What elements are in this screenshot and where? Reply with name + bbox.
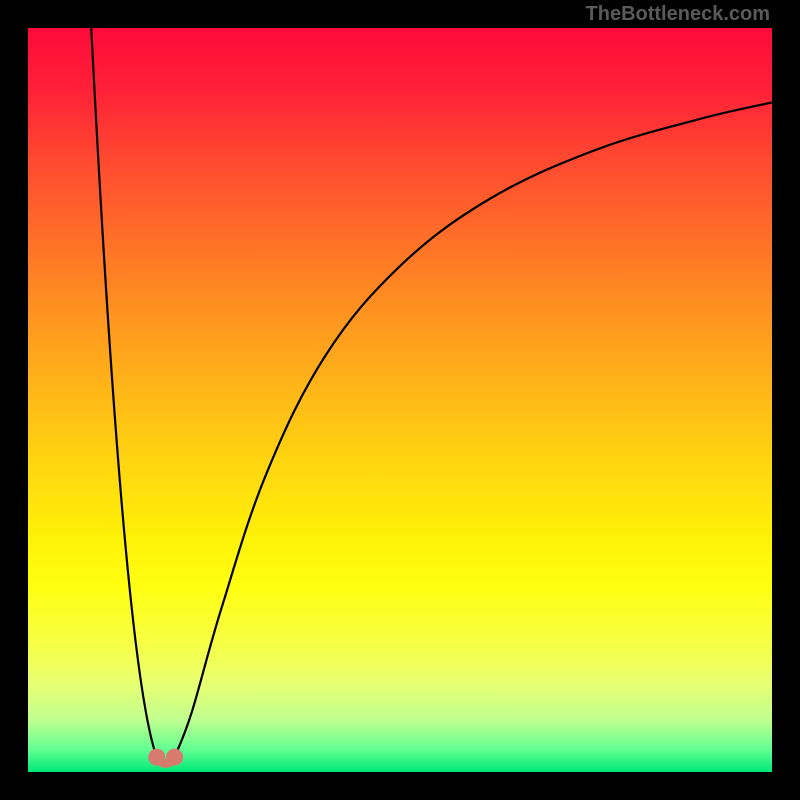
trough-marker-left — [148, 749, 165, 766]
curve-layer — [28, 28, 772, 772]
watermark-text: TheBottleneck.com — [586, 3, 770, 26]
curve-right-branch — [175, 102, 772, 757]
curve-left-branch — [91, 28, 156, 757]
plot-area — [28, 28, 772, 772]
chart-container: TheBottleneck.com — [0, 0, 800, 800]
trough-marker-right — [166, 749, 183, 766]
